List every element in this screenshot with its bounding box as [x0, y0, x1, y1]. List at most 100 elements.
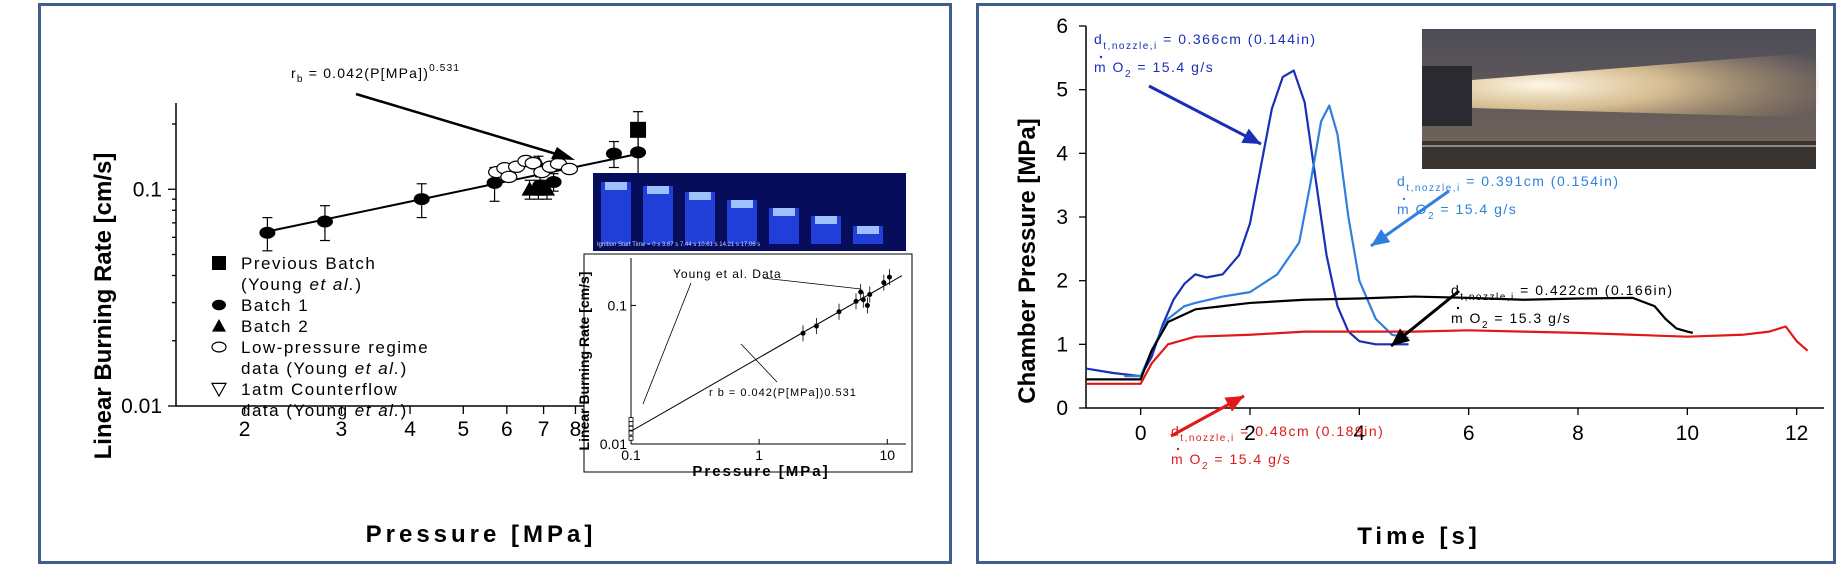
inset-fit-label: r b = 0.042(P[MPa])0.531 — [709, 387, 857, 399]
data-point — [413, 193, 430, 206]
arrow-head — [1391, 328, 1411, 346]
flame-tip — [857, 226, 879, 234]
x-tick-label: 8 — [1572, 422, 1584, 445]
dot-mark — [1456, 306, 1460, 310]
legend-marker — [212, 299, 226, 311]
fit-arrow — [355, 92, 575, 160]
x-axis-title: Time [s] — [1357, 523, 1481, 550]
data-point — [560, 162, 579, 176]
series-annotation: m O2 = 15.4 g/s — [1397, 201, 1517, 222]
flame-tip — [731, 200, 753, 208]
legend-label: Batch 1 — [241, 296, 309, 315]
y-tick-label: 0.1 — [133, 178, 162, 201]
inset-arrow — [762, 277, 862, 290]
fit-equation-label: rb = 0.042(P[MPa])0.531 — [291, 63, 460, 85]
y-tick-label: 1 — [1056, 333, 1068, 356]
series-annotation: dt,nozzle,i = 0.366cm (0.144in) — [1094, 31, 1317, 52]
y-tick-label: 4 — [1056, 142, 1068, 165]
x-tick-label: 3 — [336, 418, 348, 441]
data-point — [538, 181, 555, 196]
inset-x-tick-label: 10 — [879, 447, 895, 463]
inset-x-tick-label: 1 — [755, 447, 763, 463]
y-tick-label: 3 — [1056, 206, 1068, 229]
svg-text:Ignition Start Time = 0 s: Ignition Start Time = 0 s 3.67 s 7.44 s … — [597, 242, 760, 248]
y-tick-label: 2 — [1056, 270, 1068, 293]
series-annotation: dt,nozzle,i = 0.48cm (0.189in) — [1171, 423, 1384, 444]
legend-label: 1atm Counterflow — [241, 380, 398, 399]
legend-label: Previous Batch — [241, 254, 376, 273]
x-tick-label: 7 — [538, 418, 550, 441]
arrow-head — [1241, 128, 1261, 144]
legend-marker — [210, 382, 228, 398]
flame-column — [643, 186, 673, 244]
inset-point — [628, 421, 634, 427]
flame-tip — [647, 186, 669, 194]
inset-point — [813, 323, 819, 329]
inset-point — [881, 280, 887, 286]
series-annotation: m O2 = 15.4 g/s — [1094, 59, 1214, 80]
y-tick-label: 6 — [1056, 15, 1068, 38]
inset-point — [853, 298, 859, 304]
data-point — [524, 156, 542, 170]
data-point — [486, 176, 503, 189]
x-tick-label: 8 — [570, 418, 582, 441]
data-point — [259, 226, 276, 239]
inset-y-title: Linear Burning Rate [cm/s] — [576, 272, 592, 451]
data-point — [545, 176, 562, 189]
burning-rate-chart: 23456789100.010.1 rb = 0.042(P[MPa])0.53… — [90, 63, 913, 548]
inset-y-tick-label: 0.01 — [600, 436, 627, 452]
inset-nozzle-photo — [1422, 29, 1819, 169]
x-tick-label: 5 — [457, 418, 469, 441]
flame-column — [685, 192, 715, 244]
inset-point — [628, 417, 634, 423]
y-tick-label: 0 — [1056, 397, 1068, 420]
series-annotation: dt,nozzle,i = 0.422cm (0.166in) — [1451, 282, 1674, 303]
x-tick-label: 4 — [404, 418, 416, 441]
data-point — [630, 146, 647, 159]
inset-point — [836, 309, 842, 315]
dot-mark — [1176, 447, 1180, 451]
dot-mark — [1402, 197, 1406, 201]
y-tick-label: 5 — [1056, 79, 1068, 102]
annotation-arrow — [1148, 84, 1262, 146]
x-tick-label: 2 — [239, 418, 251, 441]
inset-point — [800, 330, 806, 336]
x-tick-label: 6 — [501, 418, 513, 441]
inset-point — [628, 430, 634, 436]
y-axis-title: Chamber Pressure [MPa] — [1014, 118, 1041, 403]
y-axis-title: Linear Burning Rate [cm/s] — [90, 153, 117, 460]
legend-marker — [212, 256, 226, 270]
flame-tip — [815, 216, 837, 224]
data-point — [316, 215, 333, 228]
inset-point — [867, 291, 873, 297]
inset-fit-arrow — [740, 343, 778, 383]
series-annotation: m O2 = 15.4 g/s — [1171, 451, 1291, 472]
series-line — [1086, 295, 1694, 381]
inset-flame-photo: Ignition Start Time = 0 s 3.67 s 7.44 s … — [593, 173, 906, 251]
series-line — [1124, 104, 1409, 378]
data-point — [630, 121, 647, 138]
legend-label: Low-pressure regime — [241, 338, 429, 357]
legend-label: data (Young et al.) — [241, 359, 408, 378]
data-point — [605, 147, 622, 160]
x-tick-label: 10 — [1676, 422, 1699, 445]
inset-point — [886, 274, 892, 280]
arrow-head — [1224, 396, 1244, 412]
x-axis-title: Pressure [MPa] — [366, 521, 597, 548]
legend-label: (Young et al.) — [241, 275, 363, 294]
dot-mark — [1099, 55, 1103, 59]
flame-tip — [773, 208, 795, 216]
y-tick-label: 0.01 — [121, 395, 162, 418]
flame-tip — [605, 182, 627, 190]
inset-point — [860, 297, 866, 303]
x-tick-label: 6 — [1463, 422, 1475, 445]
x-tick-label: 0 — [1135, 422, 1147, 445]
legend-marker — [211, 341, 227, 353]
legend-marker — [212, 319, 226, 332]
inset-x-title: Pressure [MPa] — [692, 463, 829, 480]
legend-label: data (Young et al.) — [241, 401, 408, 420]
legend: Previous Batch (Young et al.) Batch 1 Batch… — [210, 254, 429, 420]
flame-column — [601, 182, 631, 244]
arrow-head — [1371, 229, 1391, 246]
